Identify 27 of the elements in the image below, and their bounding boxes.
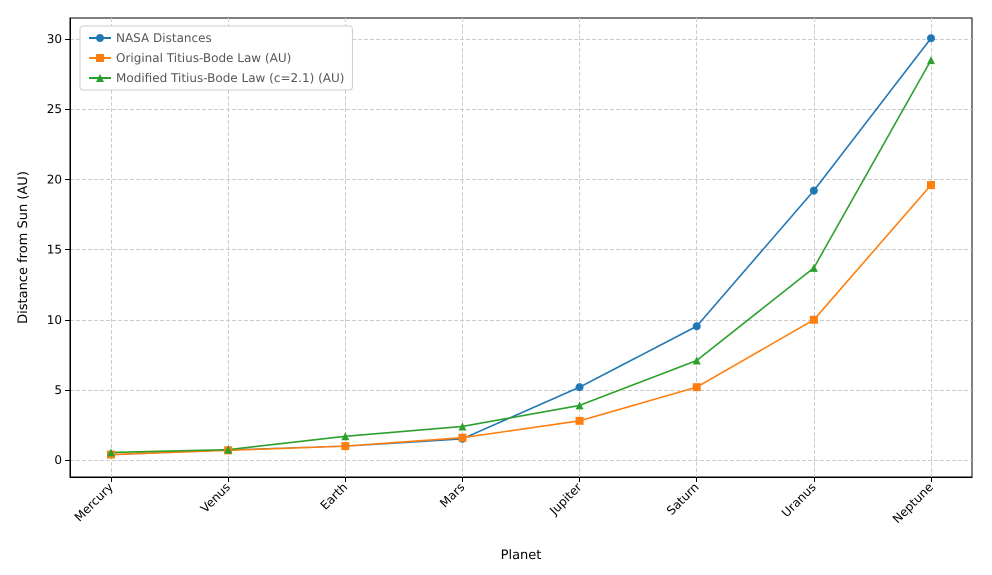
y-tick-label: 30 [46, 32, 62, 46]
point [576, 401, 584, 410]
point [341, 432, 350, 440]
point [692, 383, 701, 392]
point [692, 356, 701, 364]
y-tick-label: 20 [46, 172, 62, 186]
legend-label: Original Titius-Bode Law (AU) [116, 51, 292, 65]
point [576, 383, 584, 392]
point [927, 34, 935, 42]
point [927, 181, 935, 190]
y-tick-label: 0 [54, 453, 62, 468]
point [810, 186, 818, 195]
point [810, 264, 818, 272]
legend-label: NASA Distances [116, 31, 212, 45]
legend-label: Modified Titius-Bode Law (c=2.1) (AU) [116, 71, 344, 85]
point [810, 316, 818, 324]
y-axis-title: Distance from Sun (AU) [16, 171, 31, 324]
point [692, 322, 701, 330]
y-tick-label: 15 [46, 242, 62, 257]
y-tick-label: 10 [46, 312, 62, 327]
y-tick-label: 5 [54, 382, 62, 397]
point [576, 416, 584, 425]
point [458, 422, 466, 430]
x-axis-title: Planet [500, 548, 542, 563]
point [927, 56, 935, 64]
point [107, 448, 115, 456]
y-tick-label: 25 [46, 102, 62, 116]
